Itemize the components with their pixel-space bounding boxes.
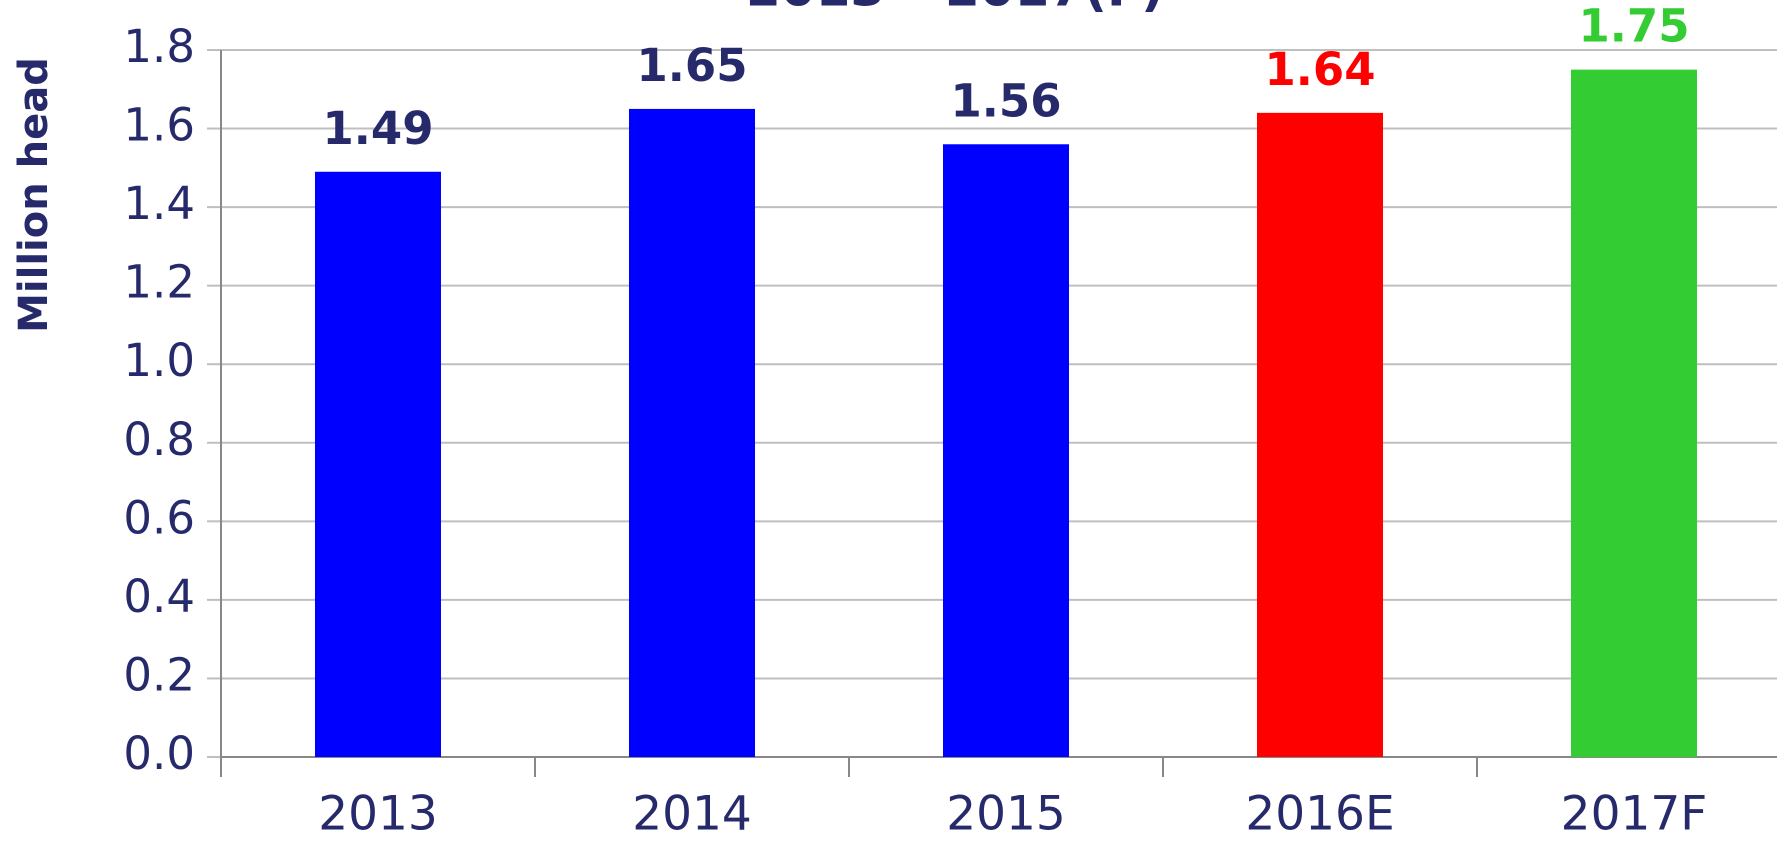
y-tick-label: 1.0 [123,334,195,387]
y-tick-label: 1.4 [123,177,195,230]
value-label: 1.56 [950,74,1061,127]
y-axis-label: Million head [11,57,57,333]
x-tick-label: 2015 [946,787,1066,842]
bar [1571,69,1697,757]
value-label: 1.64 [1264,43,1375,96]
y-tick-label: 0.8 [123,413,195,466]
y-tick-label: 1.2 [123,256,195,309]
y-tick-label: 0.4 [123,570,195,623]
y-tick-label: 0.0 [123,727,195,780]
y-tick-label: 1.6 [123,99,195,152]
y-tick-label: 0.2 [123,648,195,701]
y-tick-label: 0.6 [123,491,195,544]
value-label: 1.75 [1578,0,1689,53]
bar [629,108,755,757]
bar [315,171,441,757]
y-tick-label: 1.8 [123,20,195,73]
value-label: 1.49 [322,102,433,155]
x-tick-label: 2016E [1245,787,1394,842]
chart-title: 2013 – 2017(F) [746,0,1164,18]
x-tick-label: 2014 [632,787,752,842]
bar [1257,112,1383,758]
x-tick-label: 2017F [1561,787,1708,842]
bar [943,144,1069,757]
x-tick-label: 2013 [318,787,438,842]
value-label: 1.65 [636,39,747,92]
